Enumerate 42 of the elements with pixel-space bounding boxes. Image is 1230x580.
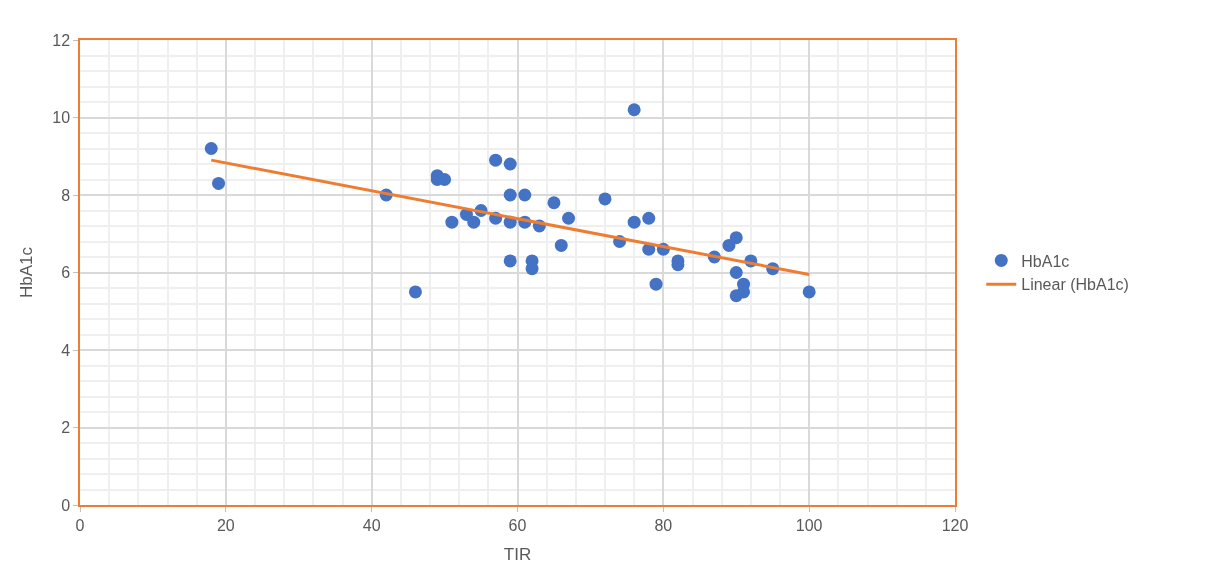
point <box>525 262 539 276</box>
point <box>518 188 532 202</box>
y-tick-label: 2 <box>61 419 71 437</box>
point <box>467 215 481 229</box>
point <box>649 277 663 291</box>
point <box>642 211 656 225</box>
point <box>445 215 459 229</box>
point <box>598 192 612 206</box>
point <box>722 238 736 252</box>
y-tick-label: 8 <box>61 186 71 204</box>
y-tick-label: 4 <box>61 341 71 359</box>
point <box>212 176 226 190</box>
point <box>627 215 641 229</box>
point <box>503 188 517 202</box>
y-axis-title: HbA1c <box>17 246 37 299</box>
point <box>729 266 743 279</box>
point <box>204 142 218 155</box>
x-axis-title: TIR <box>503 544 532 564</box>
x-tick-label: 80 <box>654 516 673 534</box>
x-tick-label: 40 <box>362 516 381 534</box>
point <box>408 285 422 299</box>
x-tick-label: 100 <box>795 516 823 534</box>
point <box>547 196 561 210</box>
x-tick-label: 20 <box>216 516 235 534</box>
legend-label: Linear (HbA1c) <box>1021 276 1129 294</box>
x-tick-label: 120 <box>941 516 969 534</box>
point <box>503 254 517 268</box>
point <box>729 231 743 245</box>
point <box>438 173 452 186</box>
point <box>627 103 641 117</box>
y-tick-label: 0 <box>61 496 71 514</box>
x-tick-label: 60 <box>508 516 527 534</box>
point <box>562 211 576 225</box>
y-tick-label: 6 <box>61 264 71 282</box>
point <box>802 285 816 299</box>
y-tick-label: 12 <box>52 31 71 49</box>
point <box>489 153 503 167</box>
x-tick-label: 0 <box>75 516 85 534</box>
point <box>554 238 568 252</box>
legend-label: HbA1c <box>1021 252 1070 270</box>
point <box>503 157 517 171</box>
y-tick-label: 10 <box>52 109 71 127</box>
